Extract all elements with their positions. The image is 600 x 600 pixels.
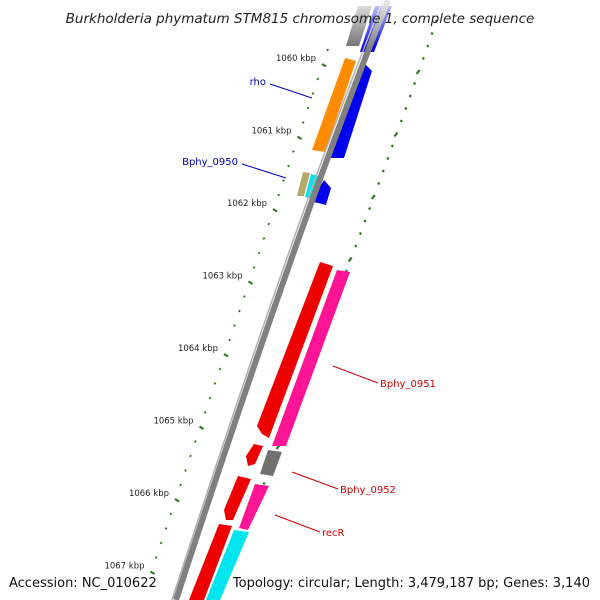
cyan-feature-bottom[interactable] bbox=[206, 530, 249, 600]
major-tick bbox=[321, 63, 327, 68]
minor-tick bbox=[262, 237, 266, 240]
outer-tick bbox=[413, 81, 417, 86]
minor-tick bbox=[159, 541, 163, 545]
minor-tick bbox=[252, 266, 256, 269]
recR-red[interactable] bbox=[224, 476, 251, 520]
gene-label-rho[interactable]: rho bbox=[250, 77, 266, 88]
tan-feature[interactable] bbox=[297, 172, 310, 196]
tick-label: 1060 kbp bbox=[276, 54, 316, 64]
minor-tick bbox=[282, 179, 285, 182]
gene-label-bphy-0952[interactable]: Bphy_0952 bbox=[340, 485, 396, 496]
gene-label-recR[interactable]: recR bbox=[322, 528, 345, 539]
minor-tick bbox=[179, 483, 183, 487]
bphy-0952-red[interactable] bbox=[246, 444, 263, 466]
outer-tick bbox=[426, 44, 430, 48]
minor-tick bbox=[316, 77, 320, 81]
minor-tick bbox=[218, 367, 222, 371]
major-tick bbox=[272, 208, 278, 213]
minor-tick bbox=[233, 324, 236, 327]
bphy-0951-red[interactable] bbox=[257, 262, 333, 438]
outer-tick bbox=[390, 144, 394, 148]
tick-label: 1063 kbp bbox=[202, 272, 242, 282]
outer-tick bbox=[358, 231, 362, 236]
tick-label: 1062 kbp bbox=[227, 199, 267, 209]
minor-tick bbox=[154, 556, 158, 559]
gene-label-bphy-0950[interactable]: Bphy_0950 bbox=[182, 157, 238, 168]
major-tick bbox=[198, 425, 205, 430]
minor-tick bbox=[213, 382, 217, 385]
minor-tick bbox=[257, 251, 261, 255]
bphy-0952-gray[interactable] bbox=[260, 450, 282, 476]
major-tick bbox=[296, 135, 303, 140]
top-fade bbox=[330, 0, 420, 48]
minor-tick bbox=[326, 48, 330, 52]
recR-pink[interactable] bbox=[239, 484, 269, 530]
minor-tick bbox=[301, 121, 305, 124]
minor-tick bbox=[208, 396, 212, 400]
major-tick bbox=[174, 498, 180, 503]
tick-label: 1065 kbp bbox=[153, 417, 193, 427]
outer-tick bbox=[415, 69, 421, 75]
gene-label-bphy-0951[interactable]: Bphy_0951 bbox=[380, 379, 436, 390]
tick-label: 1064 kbp bbox=[178, 344, 218, 354]
minor-tick bbox=[238, 309, 241, 313]
outer-tick bbox=[381, 169, 385, 173]
outer-tick bbox=[399, 119, 403, 123]
tick-label: 1066 kbp bbox=[129, 489, 169, 499]
bphy-0951-pink[interactable] bbox=[272, 270, 350, 446]
outer-tick bbox=[421, 56, 425, 61]
map-title: Burkholderia phymatum STM815 chromosome … bbox=[66, 11, 535, 27]
outer-tick bbox=[430, 31, 434, 36]
rho-gene[interactable] bbox=[312, 58, 356, 152]
outer-tick bbox=[347, 256, 353, 263]
minor-tick bbox=[306, 106, 310, 110]
minor-tick bbox=[164, 527, 168, 530]
tick-label: 1067 kbp bbox=[104, 562, 144, 572]
tick-label: 1061 kbp bbox=[251, 127, 291, 137]
chromosome-backbone bbox=[171, 0, 391, 600]
minor-tick bbox=[184, 469, 187, 472]
minor-tick bbox=[311, 92, 315, 95]
inner-features bbox=[189, 6, 372, 600]
accession-text: Accession: NC_010622 bbox=[9, 576, 157, 591]
outer-tick bbox=[408, 94, 412, 98]
outer-tick bbox=[368, 206, 372, 211]
inner-tick-track: 1060 kbp 1061 kbp 1062 kbp 1063 kbp 1064 kbp… bbox=[104, 48, 330, 575]
outer-tick bbox=[363, 219, 367, 223]
minor-tick bbox=[287, 164, 290, 168]
forward-cds-rho-adjacent[interactable] bbox=[329, 64, 372, 158]
minor-tick bbox=[291, 150, 295, 153]
outer-tick bbox=[370, 194, 376, 200]
leader-lines bbox=[241, 83, 379, 533]
genome-summary-text: Topology: circular; Length: 3,479,187 bp… bbox=[232, 576, 590, 591]
forward-cds-bphy-0950[interactable] bbox=[314, 180, 331, 205]
minor-tick bbox=[277, 193, 281, 197]
minor-tick bbox=[189, 454, 192, 458]
outer-tick bbox=[386, 156, 390, 161]
major-tick bbox=[247, 280, 254, 285]
minor-tick bbox=[193, 440, 197, 443]
minor-tick bbox=[169, 512, 173, 516]
outer-tick bbox=[434, 19, 438, 23]
major-tick bbox=[149, 570, 156, 575]
outer-tick bbox=[393, 131, 399, 138]
minor-tick bbox=[242, 295, 246, 298]
minor-tick bbox=[203, 411, 207, 414]
minor-tick bbox=[267, 222, 271, 226]
outer-tick bbox=[377, 181, 381, 186]
outer-tick bbox=[354, 244, 358, 248]
outer-tick bbox=[404, 106, 408, 111]
gene-labels: rho Bphy_0950 Bphy_0951 Bphy_0952 recR bbox=[182, 77, 436, 539]
minor-tick bbox=[228, 338, 232, 342]
major-tick bbox=[223, 353, 229, 358]
outer-tick bbox=[262, 481, 266, 486]
red-feature-bottom[interactable] bbox=[189, 524, 232, 600]
